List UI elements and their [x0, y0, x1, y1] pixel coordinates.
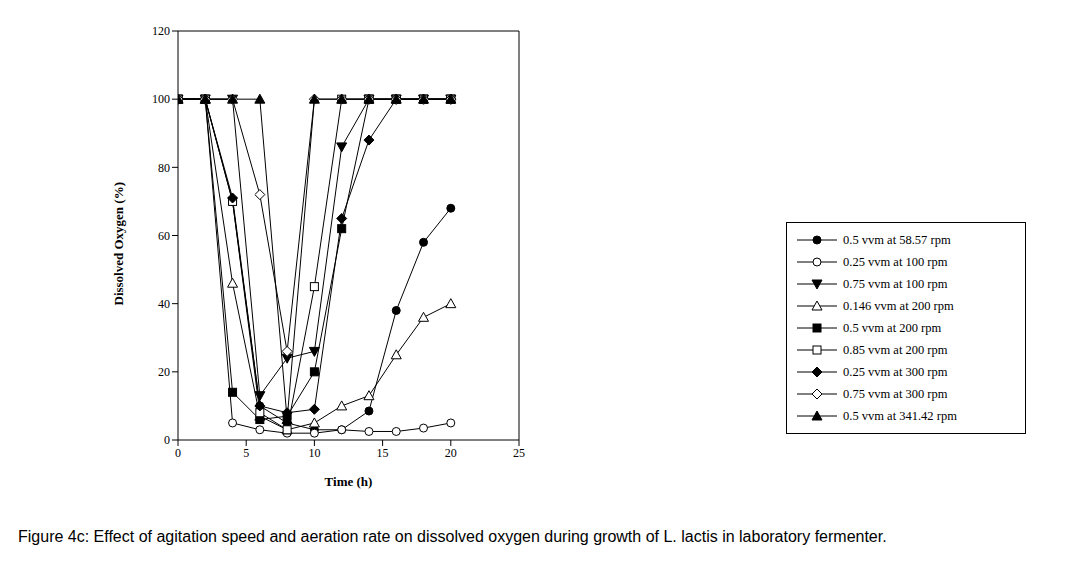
svg-text:20: 20 — [158, 365, 170, 379]
html-text:0.5 vvm at 200 rpm: 0.5 vvm at 200 rpm — [843, 320, 942, 335]
html-text:0.5 vvm at 58.57 rpm: 0.5 vvm at 58.57 rpm — [843, 232, 951, 247]
svg-text:Time (h): Time (h) — [325, 474, 373, 489]
svg-text:120: 120 — [152, 24, 170, 38]
svg-text:80: 80 — [158, 161, 170, 175]
svg-text:0: 0 — [164, 433, 170, 447]
html-text:0.5 vvm at 341.42 rpm: 0.5 vvm at 341.42 rpm — [843, 408, 957, 423]
svg-text:10: 10 — [308, 446, 320, 460]
svg-text:15: 15 — [377, 446, 389, 460]
svg-text:25: 25 — [513, 446, 525, 460]
svg-text:0: 0 — [175, 446, 181, 460]
svg-text:5: 5 — [243, 446, 249, 460]
html-text:0.25 vvm at 100 rpm: 0.25 vvm at 100 rpm — [843, 254, 948, 269]
svg-text:Dissolved Oxygen (%): Dissolved Oxygen (%) — [111, 182, 126, 306]
html-text:0.75 vvm at 100 rpm: 0.75 vvm at 100 rpm — [843, 276, 948, 291]
svg-text:60: 60 — [158, 229, 170, 243]
html-text:0.25 vvm at 300 rpm: 0.25 vvm at 300 rpm — [843, 364, 948, 379]
html-text:Figure 4c: Effect of agitation: Figure 4c: Effect of agitation speed and… — [18, 528, 887, 545]
html-text:0.85 vvm at 200 rpm: 0.85 vvm at 200 rpm — [843, 342, 948, 357]
html-text:0.75 vvm at 300 rpm: 0.75 vvm at 300 rpm — [843, 386, 948, 401]
html-text:0.146 vvm at 200 rpm: 0.146 vvm at 200 rpm — [843, 298, 954, 313]
svg-text:40: 40 — [158, 297, 170, 311]
svg-text:20: 20 — [445, 446, 457, 460]
svg-text:100: 100 — [152, 92, 170, 106]
